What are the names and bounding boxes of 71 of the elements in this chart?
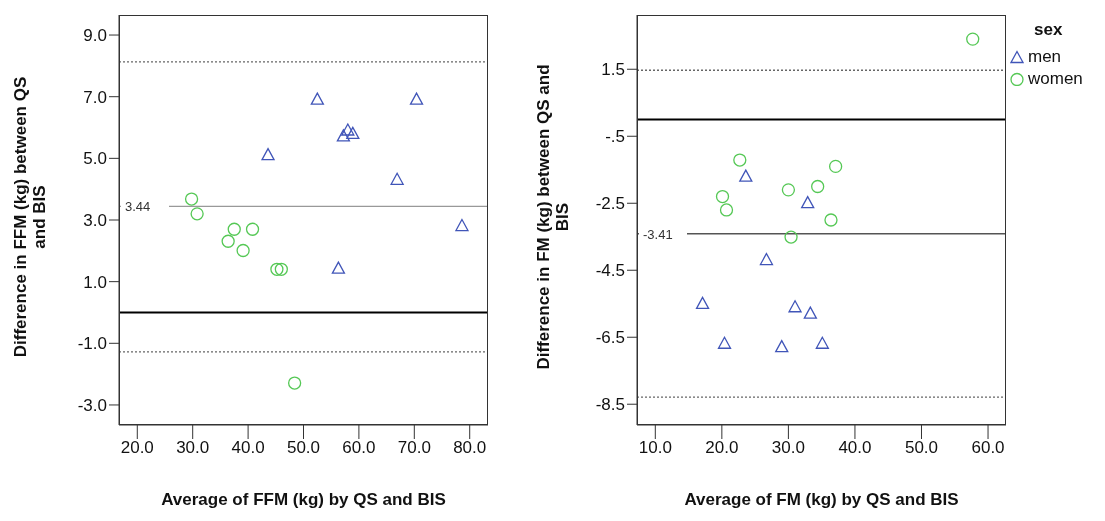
point bbox=[227, 222, 241, 236]
point bbox=[331, 261, 346, 274]
point bbox=[803, 306, 817, 319]
point bbox=[336, 129, 351, 142]
x-axis-title: Average of FFM (kg) by QS and BIS bbox=[160, 490, 447, 510]
point bbox=[719, 203, 734, 217]
point bbox=[346, 126, 360, 140]
y-tick-label: -8.5 bbox=[595, 395, 625, 415]
x-tick-label: 30.0 bbox=[771, 438, 805, 458]
point bbox=[784, 230, 798, 244]
x-tick-label: 10.0 bbox=[638, 438, 672, 458]
ref-line-label: -3.41 bbox=[643, 226, 673, 242]
y-tick-label: -1.0 bbox=[77, 334, 107, 354]
point bbox=[828, 159, 843, 174]
point bbox=[811, 179, 825, 194]
point bbox=[184, 192, 199, 206]
x-tick-label: 80.0 bbox=[453, 438, 487, 458]
point bbox=[788, 300, 802, 313]
point bbox=[781, 183, 796, 197]
y-tick-label: 3.0 bbox=[83, 211, 107, 231]
y-tick-label: -6.5 bbox=[595, 328, 625, 348]
y-tick-label: 1.5 bbox=[601, 60, 625, 80]
ref-line-label: 3.44 bbox=[125, 199, 151, 215]
x-tick-label: 60.0 bbox=[342, 438, 376, 458]
y-tick-label: 5.0 bbox=[83, 149, 107, 169]
point bbox=[261, 148, 275, 161]
y-tick-label: 9.0 bbox=[83, 26, 107, 46]
point bbox=[245, 222, 260, 236]
x-tick-label: 40.0 bbox=[231, 438, 265, 458]
point bbox=[190, 207, 204, 221]
point bbox=[274, 262, 288, 276]
point bbox=[739, 169, 753, 182]
point bbox=[759, 252, 774, 266]
y-tick-label: -3.0 bbox=[77, 396, 107, 415]
y-axis-title: Difference in FM (kg) between QS and BIS bbox=[534, 63, 572, 372]
point bbox=[236, 243, 250, 258]
x-tick-label: 20.0 bbox=[705, 438, 739, 458]
x-tick-label: 40.0 bbox=[838, 438, 872, 458]
point bbox=[733, 153, 747, 167]
x-tick-label: 20.0 bbox=[120, 438, 154, 458]
y-tick-label: 7.0 bbox=[83, 87, 107, 107]
point bbox=[341, 123, 355, 136]
point bbox=[966, 32, 980, 46]
point bbox=[287, 376, 302, 390]
point bbox=[824, 213, 838, 227]
point bbox=[455, 218, 469, 232]
x-tick-label: 60.0 bbox=[971, 438, 1005, 458]
point bbox=[815, 336, 829, 349]
x-tick-label: 50.0 bbox=[904, 438, 939, 458]
legend-title: sex bbox=[1033, 20, 1064, 40]
point bbox=[695, 296, 710, 310]
point bbox=[409, 92, 424, 105]
y-axis-title: Difference in FFM (kg) between QS and BIS bbox=[11, 75, 49, 360]
point bbox=[390, 172, 404, 185]
legend-label: women bbox=[1028, 69, 1083, 89]
x-tick-label: 70.0 bbox=[397, 438, 431, 458]
point bbox=[717, 336, 732, 349]
y-tick-label: -4.5 bbox=[595, 261, 625, 281]
y-tick-label: -.5 bbox=[605, 127, 625, 147]
point bbox=[310, 92, 324, 105]
x-axis-title: Average of FM (kg) by QS and BIS bbox=[683, 490, 960, 510]
x-tick-label: 50.0 bbox=[286, 438, 321, 458]
point bbox=[221, 234, 235, 248]
point bbox=[775, 339, 789, 353]
y-tick-label: 1.0 bbox=[83, 272, 107, 292]
legend-label: men bbox=[1028, 47, 1062, 67]
point bbox=[801, 195, 815, 209]
y-tick-label: -2.5 bbox=[595, 194, 625, 214]
point bbox=[715, 189, 730, 204]
x-tick-label: 30.0 bbox=[176, 438, 210, 458]
point bbox=[270, 262, 284, 276]
